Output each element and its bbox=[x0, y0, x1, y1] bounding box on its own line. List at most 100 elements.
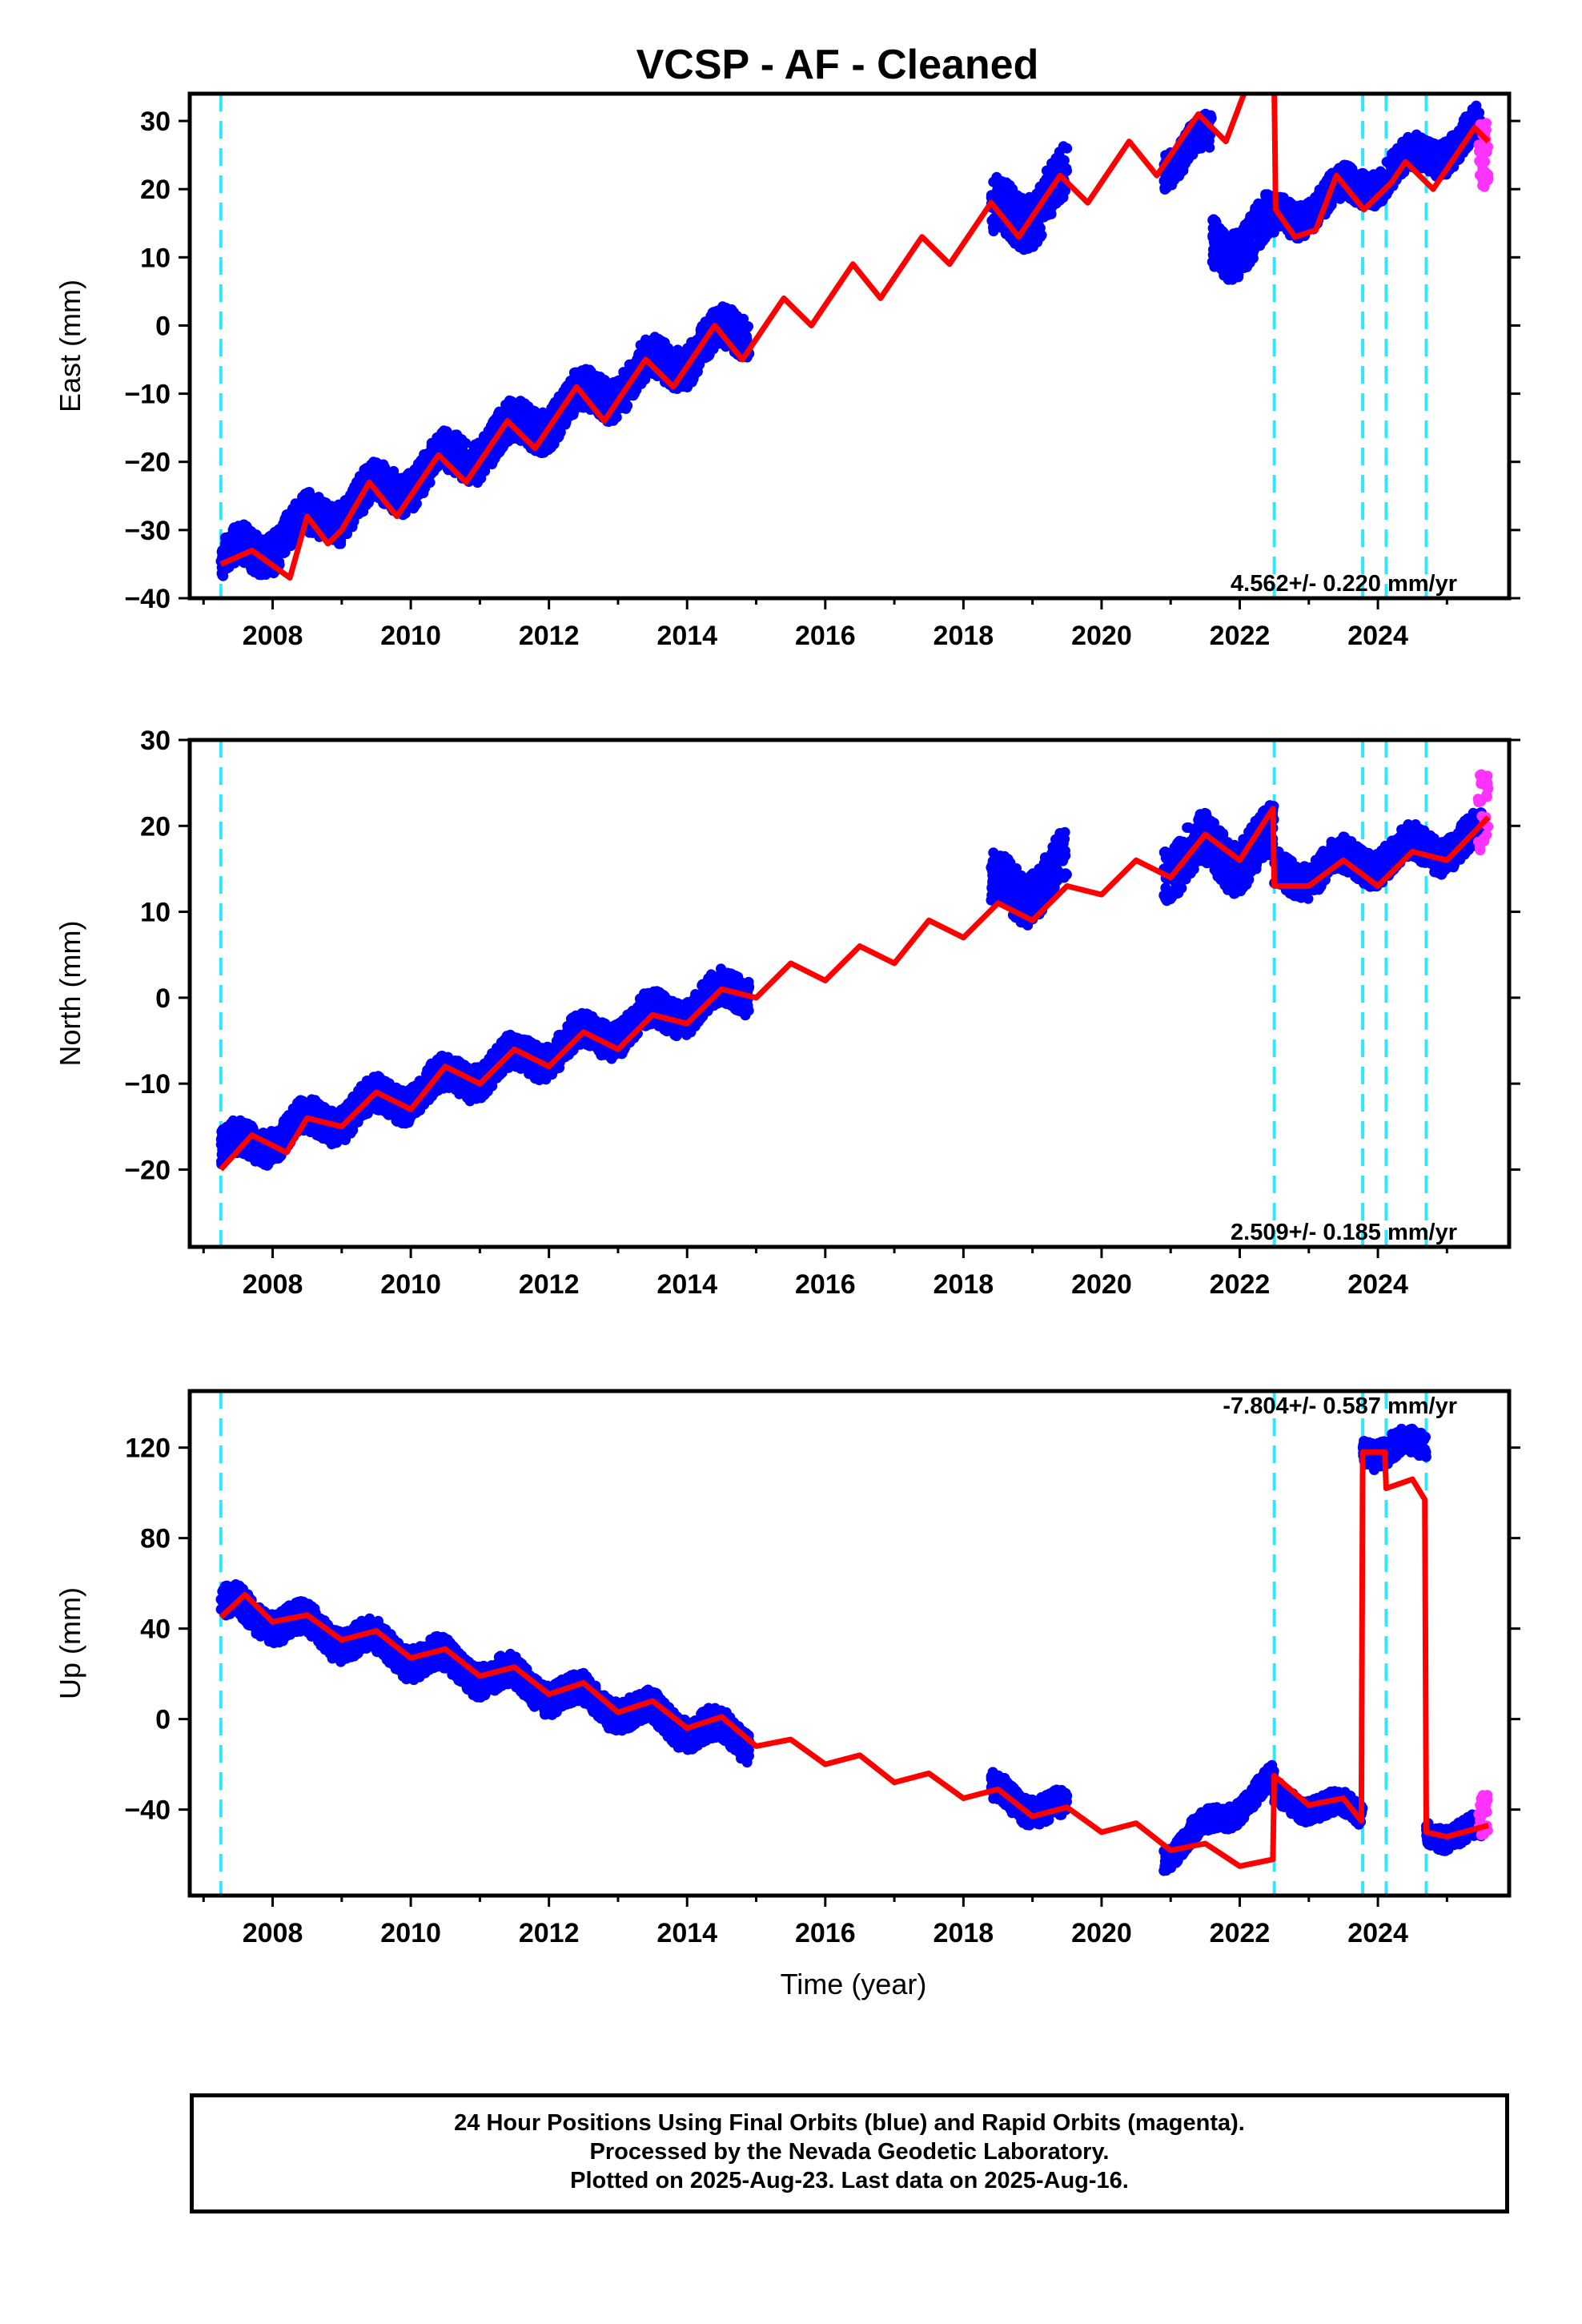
rapid-point bbox=[1474, 146, 1484, 157]
data-point bbox=[701, 352, 713, 363]
data-point bbox=[439, 425, 449, 436]
data-point bbox=[1042, 209, 1052, 220]
data-point bbox=[1297, 210, 1308, 221]
plot-area bbox=[215, 740, 1494, 1247]
data-point bbox=[384, 469, 396, 480]
y-tick-label: 10 bbox=[140, 243, 171, 273]
data-point bbox=[992, 221, 1003, 232]
data-point bbox=[217, 569, 228, 581]
data-point bbox=[403, 471, 414, 482]
data-point bbox=[1052, 195, 1063, 207]
data-point bbox=[516, 408, 527, 420]
data-point bbox=[1026, 231, 1037, 242]
data-point bbox=[673, 347, 684, 357]
data-point bbox=[1339, 161, 1350, 172]
y-tick-label: −30 bbox=[124, 516, 171, 546]
data-point bbox=[394, 482, 405, 493]
data-point bbox=[341, 497, 352, 509]
data-point bbox=[1216, 235, 1227, 247]
model-curve bbox=[219, 94, 1491, 581]
data-point bbox=[1044, 168, 1055, 179]
data-point bbox=[1193, 143, 1204, 155]
data-point bbox=[616, 401, 628, 412]
data-point bbox=[720, 315, 731, 326]
data-point bbox=[354, 471, 365, 482]
data-point bbox=[634, 1002, 645, 1013]
data-point bbox=[1201, 135, 1212, 147]
data-point bbox=[1358, 168, 1369, 179]
data-point bbox=[1190, 131, 1201, 142]
data-point bbox=[584, 372, 595, 383]
data-point bbox=[1060, 163, 1071, 174]
y-tick-label: −10 bbox=[124, 380, 171, 410]
data-point bbox=[515, 396, 526, 407]
data-point bbox=[1348, 167, 1359, 179]
data-point bbox=[243, 531, 255, 542]
data-point bbox=[1034, 223, 1046, 234]
data-point bbox=[561, 411, 572, 422]
data-point bbox=[485, 456, 496, 468]
data-point bbox=[681, 345, 693, 356]
data-point bbox=[996, 191, 1007, 202]
data-point bbox=[367, 492, 379, 503]
data-point bbox=[1182, 154, 1194, 165]
y-axis-title: East (mm) bbox=[54, 279, 86, 412]
data-point bbox=[604, 384, 615, 396]
data-point bbox=[248, 561, 259, 573]
data-point bbox=[1207, 215, 1219, 226]
data-point bbox=[347, 485, 358, 496]
data-point bbox=[227, 544, 238, 554]
data-point bbox=[1417, 155, 1427, 165]
data-point bbox=[528, 415, 539, 426]
data-point bbox=[1332, 186, 1343, 197]
data-point bbox=[358, 506, 369, 517]
data-point bbox=[1355, 178, 1367, 189]
data-point bbox=[1426, 149, 1437, 160]
data-point bbox=[553, 391, 564, 402]
data-point bbox=[1007, 235, 1018, 246]
data-point bbox=[538, 447, 549, 458]
data-point bbox=[297, 492, 308, 502]
data-point bbox=[1464, 115, 1474, 127]
data-point bbox=[1054, 147, 1065, 158]
data-point bbox=[536, 421, 547, 432]
y-tick-label: 30 bbox=[140, 107, 171, 137]
data-point bbox=[618, 367, 629, 378]
data-point bbox=[1018, 199, 1029, 211]
rapid-point bbox=[1476, 157, 1487, 168]
y-tick-label: 0 bbox=[155, 311, 171, 341]
data-point bbox=[1445, 140, 1456, 151]
data-point bbox=[549, 429, 560, 440]
data-point bbox=[491, 449, 502, 460]
data-point bbox=[659, 362, 670, 373]
data-point bbox=[1226, 247, 1237, 257]
data-point bbox=[1255, 235, 1267, 246]
data-point bbox=[732, 311, 743, 321]
data-point bbox=[1058, 155, 1070, 166]
data-point bbox=[291, 521, 303, 533]
data-point bbox=[1239, 263, 1250, 273]
plot-area bbox=[215, 94, 1494, 598]
data-point bbox=[383, 480, 395, 491]
data-point bbox=[1034, 182, 1046, 193]
data-point bbox=[424, 447, 435, 458]
x-tick-label: 2024 bbox=[1347, 621, 1408, 651]
data-point bbox=[464, 448, 475, 460]
plot-frame bbox=[187, 91, 1512, 601]
data-point bbox=[1027, 193, 1038, 204]
data-point bbox=[496, 435, 508, 446]
x-tick-label: 2014 bbox=[656, 621, 717, 651]
data-point bbox=[1171, 153, 1182, 164]
rate-label: 4.562+/- 0.220 mm/yr bbox=[1231, 571, 1457, 597]
data-point bbox=[688, 371, 699, 382]
data-point bbox=[456, 456, 467, 467]
data-point bbox=[1231, 267, 1243, 279]
data-point bbox=[1467, 103, 1478, 115]
data-point bbox=[595, 372, 606, 384]
rapid-point bbox=[1477, 180, 1488, 191]
data-point bbox=[549, 399, 560, 410]
data-point bbox=[682, 380, 693, 391]
data-point bbox=[1209, 250, 1220, 261]
